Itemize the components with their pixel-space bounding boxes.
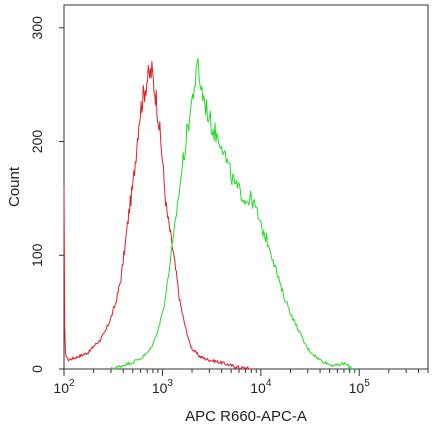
histogram-series-line bbox=[63, 60, 252, 370]
x-tick-label: 103 bbox=[152, 378, 174, 396]
y-tick-label: 0 bbox=[29, 365, 45, 373]
series-layer bbox=[63, 58, 355, 370]
y-axis-label: Count bbox=[6, 166, 23, 207]
histogram-series-line bbox=[110, 58, 355, 370]
y-tick-label: 100 bbox=[29, 243, 45, 267]
x-tick-label: 102 bbox=[53, 378, 75, 396]
x-axis-ticks: 102 103 104 105 bbox=[53, 369, 429, 396]
plot-frame bbox=[63, 4, 429, 370]
y-tick-label: 300 bbox=[29, 16, 45, 40]
x-tick-label: 105 bbox=[349, 378, 371, 396]
x-axis-label: APC R660-APC-A bbox=[185, 408, 307, 425]
y-tick-label: 200 bbox=[29, 130, 45, 154]
x-tick-label: 104 bbox=[250, 378, 272, 396]
y-axis-ticks: 0 100 200 300 bbox=[29, 16, 64, 373]
